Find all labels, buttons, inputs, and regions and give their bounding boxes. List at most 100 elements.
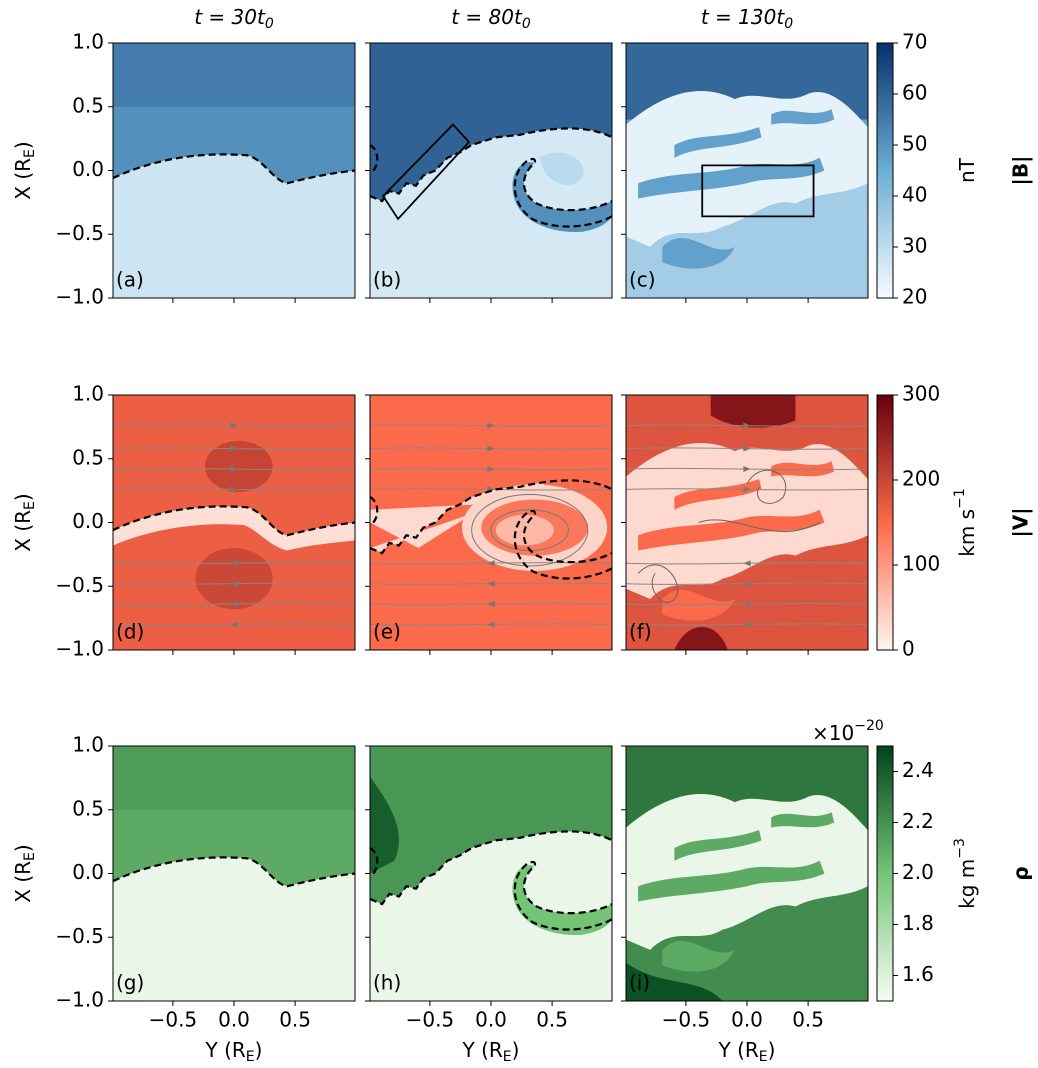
column-title-part: 0	[784, 16, 793, 32]
y-axis-label-part: )	[11, 844, 35, 852]
colorbar	[876, 42, 894, 299]
column-title: t = 30t0	[194, 5, 274, 33]
streamline	[626, 583, 868, 584]
y-axis-label: X (RE)	[11, 141, 39, 199]
field-region	[662, 590, 735, 621]
field-region	[512, 162, 612, 233]
y-tick-label: 1.0	[72, 30, 104, 54]
colorbar-unit-part: kg m	[955, 859, 979, 909]
stream-arrow	[487, 465, 495, 473]
field-region	[626, 962, 723, 1001]
y-tick-label: 0.5	[72, 445, 104, 469]
boundary	[370, 831, 612, 904]
stream-arrow	[230, 445, 238, 452]
streamline	[113, 448, 355, 449]
stream-arrow	[743, 465, 751, 473]
streamline	[370, 489, 612, 490]
field-region	[370, 746, 612, 905]
panel-label: (a)	[116, 268, 144, 292]
stream-arrow	[230, 580, 238, 587]
colorbar-quantity: ρ	[1009, 866, 1033, 880]
stream-arrow	[487, 580, 495, 587]
panel-label: (d)	[116, 620, 144, 644]
boundary	[113, 857, 355, 886]
y-axis-label-part: )	[11, 493, 35, 501]
colorbar-tick-label: 0	[902, 637, 915, 661]
field-region	[626, 886, 869, 1001]
panel	[626, 746, 869, 1001]
panel	[370, 746, 612, 1001]
y-tick-label: −0.5	[55, 924, 104, 948]
x-tick-label: −0.5	[662, 1008, 711, 1032]
boundary	[515, 511, 612, 578]
stream-arrow	[743, 580, 751, 587]
stream-arrow	[743, 486, 751, 493]
field-region	[771, 109, 835, 125]
streamline	[626, 425, 868, 426]
field-region	[113, 43, 355, 107]
y-axis-label-part: X (R	[11, 510, 35, 552]
panel-label: (g)	[116, 971, 144, 995]
stream-arrow	[743, 621, 751, 628]
colorbar-offset-part: ×10	[812, 721, 854, 745]
colorbar-unit-part: nT	[955, 157, 979, 183]
streamline	[113, 563, 355, 564]
y-axis-label-part: E	[22, 501, 38, 510]
y-axis-label: X (RE)	[11, 493, 39, 551]
boundary	[515, 862, 612, 929]
stream-arrow	[230, 422, 238, 429]
field-region	[674, 479, 762, 510]
x-axis-label-part: E	[759, 1049, 768, 1065]
stream-arrow	[743, 601, 751, 608]
colorbar-unit-part: km s	[955, 509, 979, 557]
panel	[370, 395, 612, 650]
streamline	[370, 448, 612, 449]
colorbar	[876, 745, 894, 1002]
x-tick-label: 0.0	[475, 1008, 507, 1032]
x-axis-label-part: E	[503, 1049, 512, 1065]
column-title-part: 0	[522, 16, 531, 32]
highlight-box	[383, 125, 469, 219]
y-tick-label: −0.5	[55, 221, 104, 245]
colorbar-unit: kg m−3	[952, 838, 979, 909]
x-tick-label: 0.5	[792, 1008, 824, 1032]
field-region	[771, 812, 835, 828]
y-axis-label-part: X (R	[11, 158, 35, 200]
streamline	[370, 425, 612, 426]
x-axis-label-part: Y (R	[462, 1038, 503, 1062]
streamline	[370, 563, 612, 564]
stream-arrow	[230, 601, 238, 608]
x-tick-label: 0.5	[279, 1008, 311, 1032]
y-tick-label: −1.0	[55, 988, 104, 1012]
field-region	[638, 509, 825, 551]
colorbar-unit-part: −3	[952, 838, 968, 859]
x-tick-label: −0.5	[149, 1008, 198, 1032]
x-axis-label: Y (RE)	[205, 1038, 263, 1066]
y-axis-label-part: E	[22, 149, 38, 158]
streamline	[626, 489, 868, 490]
x-axis-label: Y (RE)	[718, 1038, 776, 1066]
boundary	[370, 145, 377, 173]
colorbar-unit: nT	[955, 157, 979, 183]
stream-arrow	[743, 445, 751, 452]
y-axis-label-part: X (R	[11, 861, 35, 903]
streamline	[113, 489, 355, 490]
field-region	[638, 157, 825, 199]
colorbar-offset-part: −20	[854, 718, 884, 734]
panel	[113, 43, 355, 298]
x-tick-label: 0.0	[731, 1008, 763, 1032]
x-axis-label-part: )	[255, 1038, 263, 1062]
streamline	[626, 603, 868, 604]
field-region	[662, 238, 735, 269]
panel	[370, 43, 612, 298]
colorbar-tick-label: 30	[902, 234, 927, 258]
x-axis-label-part: E	[246, 1049, 255, 1065]
streamline	[638, 565, 678, 603]
panel	[113, 395, 355, 650]
x-axis-label-part: Y (R	[718, 1038, 759, 1062]
field-region	[674, 830, 762, 861]
x-tick-label: 0.0	[218, 1008, 250, 1032]
colorbar-tick-label: 300	[902, 382, 940, 406]
stream-arrow	[230, 621, 238, 628]
